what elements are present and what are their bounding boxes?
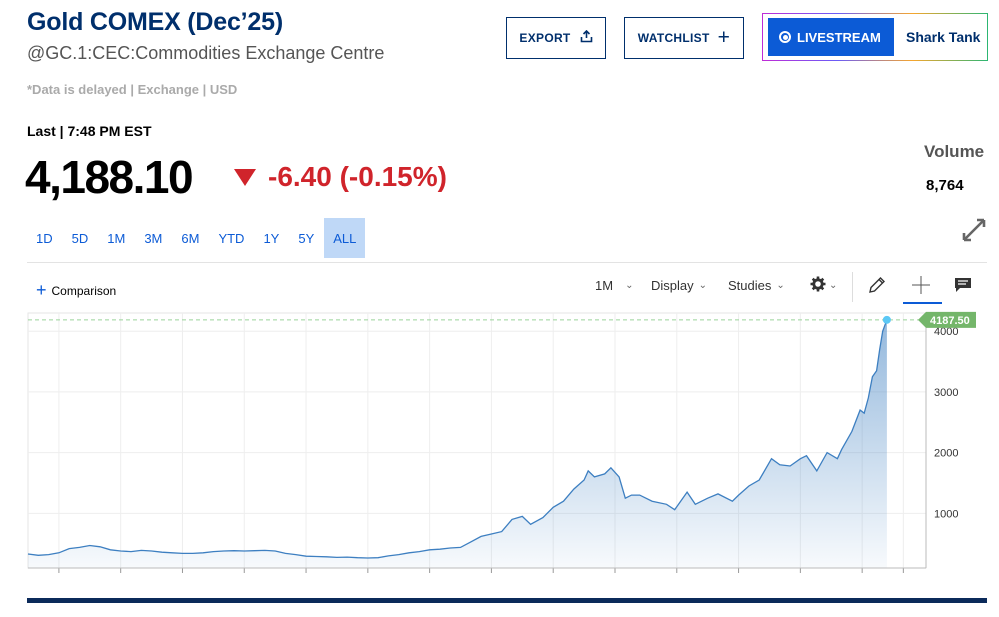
crosshair-icon[interactable] <box>906 272 936 298</box>
down-arrow-icon <box>234 168 256 186</box>
last-price: 4,188.10 <box>25 151 194 203</box>
volume-value: 8,764 <box>926 177 964 194</box>
last-price-tag-label: 4187.50 <box>930 315 970 327</box>
display-label: Display <box>651 278 694 293</box>
watchlist-label: WATCHLIST <box>637 31 710 45</box>
exchange-subtitle: @GC.1:CEC:Commodities Exchange Centre <box>27 43 385 63</box>
display-dropdown[interactable]: Display ⌄ <box>651 278 707 293</box>
range-3m[interactable]: 3M <box>144 230 163 246</box>
shark-tank-link[interactable]: Shark Tank <box>906 29 981 45</box>
footer-divider-bar <box>27 598 987 603</box>
crosshair-active-indicator <box>903 302 942 304</box>
settings-dropdown[interactable]: ⌄ <box>810 276 837 295</box>
price-change: -6.40 (-0.15%) <box>234 161 447 193</box>
plus-icon: + <box>717 26 731 49</box>
volume-label: Volume <box>924 142 985 161</box>
price-area <box>28 319 887 568</box>
draw-pencil-icon[interactable] <box>862 272 892 298</box>
chevron-down-icon: ⌄ <box>625 280 634 291</box>
share-icon <box>580 29 593 47</box>
comparison-label: Comparison <box>51 283 117 298</box>
export-button[interactable]: EXPORT <box>506 17 606 59</box>
livestream-button[interactable]: LIVESTREAM <box>768 18 894 56</box>
gear-icon <box>810 276 826 295</box>
watchlist-button[interactable]: WATCHLIST + <box>624 17 744 59</box>
time-range-selector: 1D 5D 1M 3M 6M YTD 1Y 5Y ALL <box>27 218 366 258</box>
price-change-value: -6.40 (-0.15%) <box>268 161 447 192</box>
divider <box>27 262 987 263</box>
plus-icon: + <box>36 280 47 300</box>
interval-label: 1M <box>595 278 614 293</box>
toolbar-divider <box>852 272 853 302</box>
chevron-down-icon: ⌄ <box>776 280 785 291</box>
y-tick-label: 4000 <box>934 326 958 338</box>
annotation-icon[interactable] <box>948 272 978 298</box>
range-all[interactable]: ALL <box>324 218 366 258</box>
studies-label: Studies <box>728 278 772 293</box>
price-line <box>27 319 888 559</box>
last-price-marker <box>882 315 891 324</box>
range-1m[interactable]: 1M <box>107 230 126 246</box>
data-delay-note: *Data is delayed | Exchange | USD <box>27 82 238 97</box>
range-5d[interactable]: 5D <box>71 230 89 246</box>
studies-dropdown[interactable]: Studies ⌄ <box>728 278 785 293</box>
range-1y[interactable]: 1Y <box>263 230 280 246</box>
last-trade-time: Last | 7:48 PM EST <box>27 123 152 139</box>
y-tick-label: 2000 <box>934 448 958 460</box>
interval-dropdown[interactable]: 1M ⌄ <box>595 278 633 293</box>
last-price-tag <box>918 311 976 328</box>
range-ytd[interactable]: YTD <box>218 230 245 246</box>
export-label: EXPORT <box>519 31 571 45</box>
range-5y[interactable]: 5Y <box>298 230 315 246</box>
livestream-box: LIVESTREAM Shark Tank <box>762 13 988 61</box>
chevron-down-icon: ⌄ <box>698 280 708 291</box>
live-indicator-icon <box>779 31 791 43</box>
range-1d[interactable]: 1D <box>36 230 53 246</box>
livestream-label: LIVESTREAM <box>797 29 881 45</box>
y-tick-label: 1000 <box>934 508 958 520</box>
price-chart[interactable]: 1986198919921995199820012004200720102013… <box>0 305 999 575</box>
page-title: Gold COMEX (Dec’25) <box>27 8 283 36</box>
expand-icon[interactable] <box>960 216 988 244</box>
y-tick-label: 3000 <box>934 387 958 399</box>
chevron-down-icon: ⌄ <box>829 280 838 291</box>
range-6m[interactable]: 6M <box>181 230 200 246</box>
comparison-button[interactable]: + Comparison <box>36 280 116 301</box>
